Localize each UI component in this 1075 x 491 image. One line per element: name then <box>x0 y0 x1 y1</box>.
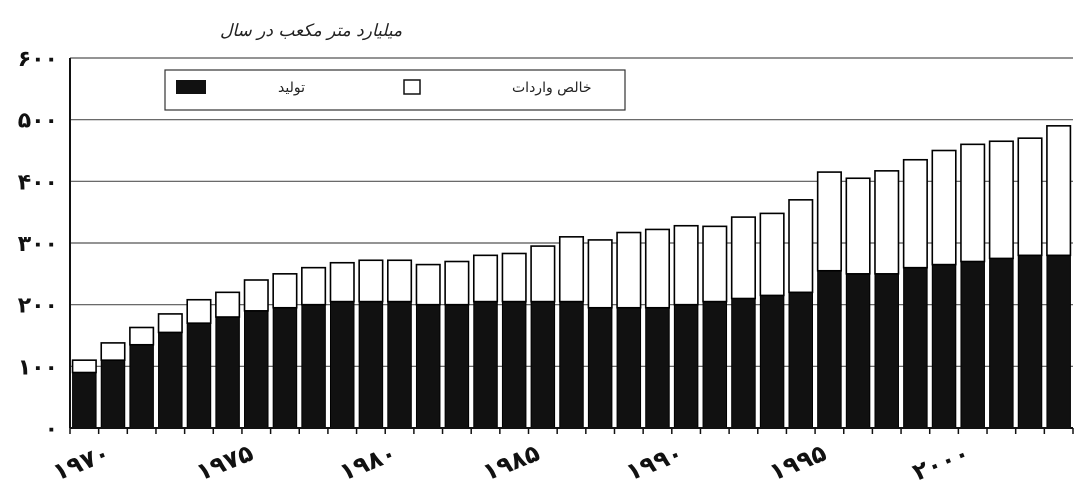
bar-net-imports <box>501 252 527 303</box>
bar-net-imports <box>444 260 470 306</box>
bar-net-imports <box>616 231 642 309</box>
bar-production <box>989 257 1014 429</box>
bar-net-imports <box>988 140 1014 260</box>
bar-net-imports <box>1046 125 1072 257</box>
bar-production <box>72 372 97 429</box>
bar-net-imports <box>730 216 756 300</box>
bar-net-imports <box>902 158 928 269</box>
bar-production <box>301 304 326 429</box>
bar-net-imports <box>702 225 728 303</box>
legend-label-net-imports: خالص واردات <box>512 80 592 96</box>
bar-net-imports <box>816 171 842 272</box>
bar-production <box>788 291 814 429</box>
bar-net-imports <box>759 212 785 297</box>
y-tick-label: ۵۰۰ <box>18 109 58 134</box>
bar-net-imports <box>272 273 298 309</box>
legend-swatch-production <box>176 80 206 94</box>
bar-production <box>845 273 871 429</box>
bar-net-imports <box>960 143 986 263</box>
bar-production <box>931 264 957 429</box>
y-tick-labels: ۰ ۱۰۰ ۲۰۰ ۳۰۰ ۴۰۰ ۵۰۰ ۶۰۰ <box>18 47 58 442</box>
bar-production <box>473 301 498 429</box>
bar-production <box>387 301 412 429</box>
bar-production <box>129 344 154 429</box>
bar-production <box>329 301 355 429</box>
legend-frame <box>164 69 626 111</box>
bar-production <box>587 307 613 429</box>
bar-production <box>1017 254 1043 429</box>
bar-production <box>759 294 785 429</box>
bar-production <box>702 301 728 429</box>
bar-production <box>530 301 556 429</box>
y-tick-label: ۶۰۰ <box>18 47 58 72</box>
bar-net-imports <box>387 259 413 303</box>
bar-net-imports <box>644 228 671 309</box>
bar-production <box>272 307 298 429</box>
bar-production <box>186 322 212 429</box>
y-tick-label: ۲۰۰ <box>18 294 58 319</box>
bar-net-imports <box>71 359 97 374</box>
bar-production <box>100 359 126 429</box>
bar-net-imports <box>558 236 585 303</box>
bar-net-imports <box>530 245 556 303</box>
bar-net-imports <box>587 239 613 309</box>
bar-net-imports <box>673 224 699 306</box>
y-tick-label: ۱۰۰ <box>18 355 58 380</box>
bar-production <box>817 270 842 429</box>
bar-production <box>903 267 928 429</box>
legend: تولید خالص واردات <box>164 69 626 111</box>
bar-production <box>215 316 240 429</box>
bar-net-imports <box>415 263 441 306</box>
y-unit-label: میلیارد متر مکعب در سال <box>220 21 402 41</box>
bar-production <box>673 304 699 429</box>
bar-production <box>501 301 527 429</box>
bar-net-imports <box>129 326 155 346</box>
legend-swatch-net-imports <box>403 79 421 95</box>
bar-production <box>358 301 384 429</box>
bar-net-imports <box>243 279 269 312</box>
legend-label-production: تولید <box>278 80 305 96</box>
bar-net-imports <box>845 177 871 275</box>
bar-production <box>616 307 642 429</box>
bar-net-imports <box>301 266 327 306</box>
bar-production <box>244 310 269 429</box>
axes <box>69 58 1074 434</box>
bar-production <box>158 331 183 429</box>
y-tick-label: ۴۰۰ <box>18 170 58 195</box>
bar-production <box>645 307 670 429</box>
bar-net-imports <box>186 298 212 324</box>
bar-production <box>731 298 756 429</box>
bar-net-imports <box>1017 137 1043 257</box>
bar-net-imports <box>931 149 957 266</box>
bar-net-imports <box>358 259 384 303</box>
bar-net-imports <box>472 254 499 303</box>
bar-production <box>415 304 441 429</box>
bar-production <box>559 301 584 429</box>
bar-net-imports <box>215 291 241 318</box>
y-tick-label: ۰ <box>45 417 58 442</box>
bar-net-imports <box>157 313 183 334</box>
bar-net-imports <box>788 199 814 294</box>
bar-net-imports <box>874 170 900 275</box>
bar-production <box>1046 254 1071 429</box>
bar-production <box>444 304 470 429</box>
bar-production <box>874 273 899 429</box>
bar-production <box>960 261 985 429</box>
y-tick-label: ۳۰۰ <box>18 232 58 257</box>
bar-net-imports <box>329 261 355 303</box>
bar-net-imports <box>100 342 126 361</box>
